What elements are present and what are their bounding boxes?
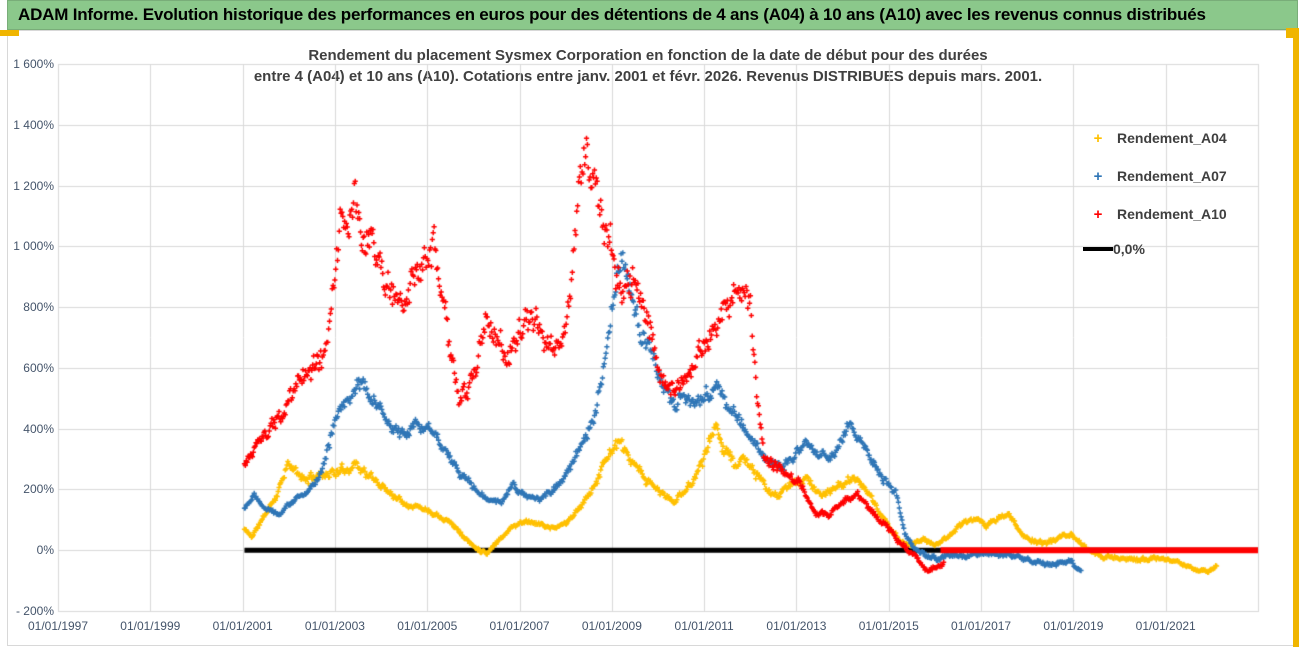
x-axis-tick-label: 01/01/2015	[858, 619, 919, 633]
legend-label: Rendement_A07	[1117, 168, 1227, 184]
y-axis-tick-label: 400%	[23, 421, 54, 436]
plot-area[interactable]	[8, 31, 1295, 647]
y-axis-tick-label: 600%	[23, 360, 54, 375]
y-axis-tick-label: 200%	[23, 482, 54, 497]
black-line-icon	[1083, 247, 1113, 251]
chart-canvas-area[interactable]: Rendement du placement Sysmex Corporatio…	[7, 30, 1295, 647]
x-axis-tick-label: 01/01/2013	[766, 619, 827, 633]
x-axis-tick-label: 01/01/2003	[304, 619, 365, 633]
y-axis-tick-label: 0%	[36, 543, 54, 558]
page-title: ADAM Informe. Evolution historique des p…	[18, 5, 1206, 24]
chart-legend[interactable]: + Rendement_A04 + Rendement_A07 + Rendem…	[1083, 119, 1288, 265]
x-axis-tick-label: 01/01/2001	[212, 619, 273, 633]
legend-item-a04[interactable]: + Rendement_A04	[1083, 119, 1288, 157]
x-axis-tick-label: 01/01/2005	[397, 619, 458, 633]
y-axis-tick-label: 1 000%	[13, 239, 54, 254]
legend-label: Rendement_A04	[1117, 130, 1227, 146]
x-axis-tick-label: 01/01/2011	[674, 619, 734, 633]
x-axis-tick-label: 01/01/2019	[1043, 619, 1104, 633]
x-axis-tick-label: 01/01/1997	[27, 619, 89, 633]
legend-item-a07[interactable]: + Rendement_A07	[1083, 157, 1288, 195]
x-axis-tick-label: 01/01/1999	[120, 619, 181, 633]
plus-marker-icon: +	[1093, 205, 1103, 223]
y-axis-tick-label: 1 600%	[13, 57, 54, 71]
legend-item-a10[interactable]: + Rendement_A10	[1083, 195, 1288, 233]
plus-marker-icon: +	[1093, 129, 1103, 147]
legend-label: Rendement_A10	[1117, 206, 1227, 222]
legend-item-zero-line[interactable]: 0,0%	[1083, 233, 1288, 265]
y-axis-tick-label: 1 400%	[13, 117, 54, 132]
x-axis-tick-label: 01/01/2017	[951, 619, 1012, 633]
y-axis-tick-label: - 200%	[15, 604, 54, 618]
gold-frame-right-edge	[1293, 36, 1299, 647]
gold-frame-corner-right	[1286, 28, 1299, 38]
plus-marker-icon: +	[1093, 167, 1103, 185]
y-axis-tick-label: 800%	[23, 300, 54, 315]
y-axis-tick-label: 1 200%	[13, 178, 54, 193]
header-bar: ADAM Informe. Evolution historique des p…	[7, 0, 1298, 30]
x-axis-tick-label: 01/01/2021	[1135, 619, 1196, 633]
legend-label: 0,0%	[1113, 241, 1145, 257]
gold-frame-corner-left	[0, 30, 19, 36]
x-axis-tick-label: 01/01/2007	[489, 619, 550, 633]
x-axis-tick-label: 01/01/2009	[581, 619, 642, 633]
